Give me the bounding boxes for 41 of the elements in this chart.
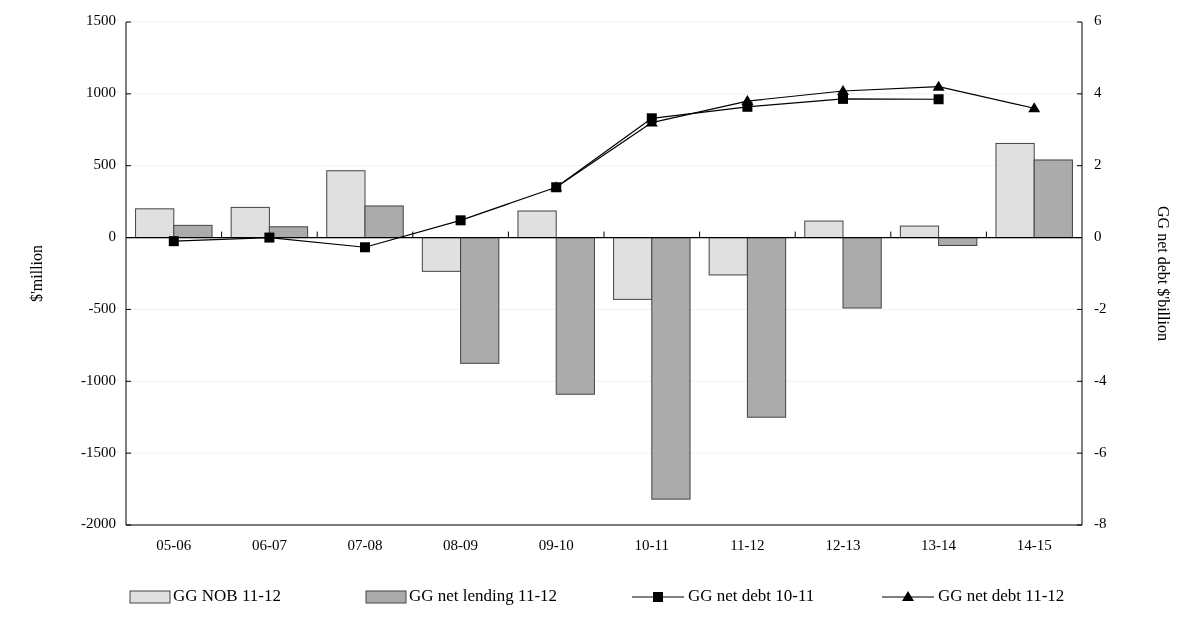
x-tick-label: 05-06 <box>156 537 192 553</box>
y-axis-title: $'million <box>28 244 45 303</box>
y2-tick-label: -8 <box>1094 515 1107 532</box>
x-tick-label: 09-10 <box>538 537 574 553</box>
x-tick-label: 14-15 <box>1016 537 1052 553</box>
x-tick-label: 13-14 <box>921 537 957 553</box>
y2-axis-title: GG net debt $'billion <box>1155 206 1172 341</box>
y-tick-label: 1000 <box>86 84 116 101</box>
legend-label: GG NOB 11-12 <box>173 585 281 605</box>
x-tick-label: 10-11 <box>634 537 670 553</box>
y2-tick-label: -6 <box>1094 443 1107 460</box>
y-tick-label: 1500 <box>86 12 116 29</box>
point <box>168 236 179 247</box>
x-tick-label: 06-07 <box>251 537 288 553</box>
point <box>360 242 370 253</box>
legend-label: GG net debt 11-12 <box>938 585 1065 605</box>
y-tick-label: -500 <box>88 299 116 316</box>
y2-tick-label: 4 <box>1094 84 1102 101</box>
point <box>741 95 754 106</box>
y-tick-label: -1000 <box>81 371 116 388</box>
y2-tick-label: 2 <box>1094 156 1102 173</box>
y-tick-label: -2000 <box>81 515 116 532</box>
legend-label: GG net debt 10-11 <box>688 585 815 605</box>
x-tick-label: 12-13 <box>825 537 861 553</box>
point <box>932 80 945 91</box>
x-tick-label: 08-09 <box>443 537 479 553</box>
point <box>1028 102 1041 113</box>
point <box>264 232 275 243</box>
point <box>933 94 944 105</box>
y-tick-label: 500 <box>93 156 116 173</box>
y2-tick-label: -4 <box>1094 371 1107 388</box>
y2-tick-label: 6 <box>1094 12 1102 29</box>
x-tick-label: 11-12 <box>730 537 765 553</box>
y2-tick-label: -2 <box>1094 299 1107 316</box>
x-tick-label: 07-08 <box>347 537 383 553</box>
legend-label: GG net lending 11-12 <box>409 585 558 605</box>
y2-tick-label: 0 <box>1094 228 1102 245</box>
y-tick-label: 0 <box>108 228 116 245</box>
point <box>837 84 849 95</box>
y-tick-label: -1500 <box>81 443 116 460</box>
point <box>455 215 466 226</box>
